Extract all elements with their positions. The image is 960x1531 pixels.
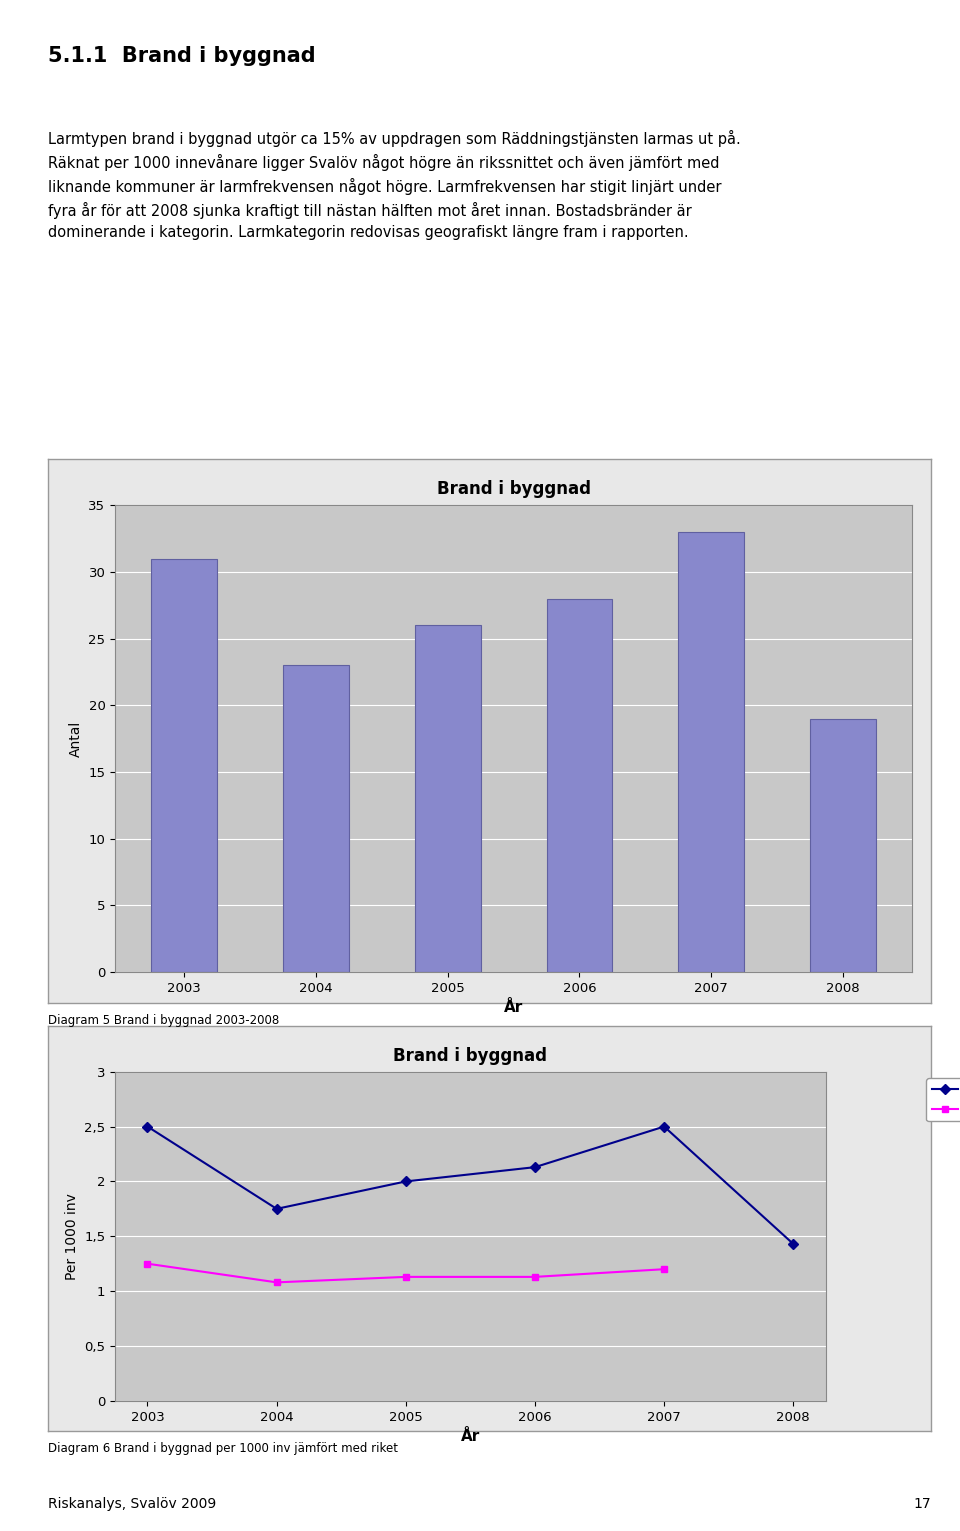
Bar: [415, 625, 481, 972]
Text: Larmtypen brand i byggnad utgör ca 15% av uppdragen som Räddningstjänsten larmas: Larmtypen brand i byggnad utgör ca 15% a…: [48, 130, 741, 240]
Svalöv: [142, 1118, 154, 1136]
Riket: [271, 1274, 282, 1292]
Title: Brand i byggnad: Brand i byggnad: [437, 481, 590, 498]
Title: Brand i byggnad: Brand i byggnad: [394, 1047, 547, 1064]
Line: Svalöv: Svalöv: [144, 1124, 797, 1248]
Svalöv: [529, 1157, 540, 1176]
Svalöv: [787, 1236, 799, 1254]
Y-axis label: Per 1000 inv: Per 1000 inv: [64, 1193, 79, 1280]
Bar: [152, 559, 217, 972]
Text: Diagram 5 Brand i byggnad 2003-2008: Diagram 5 Brand i byggnad 2003-2008: [48, 1014, 279, 1026]
Riket: [400, 1268, 412, 1286]
Svalöv: [659, 1118, 670, 1136]
Legend: Svalöv, Riket: Svalöv, Riket: [926, 1078, 960, 1121]
Text: Riskanalys, Svalöv 2009: Riskanalys, Svalöv 2009: [48, 1497, 216, 1511]
X-axis label: År: År: [504, 1000, 523, 1015]
Text: Diagram 6 Brand i byggnad per 1000 inv jämfört med riket: Diagram 6 Brand i byggnad per 1000 inv j…: [48, 1442, 398, 1454]
Riket: [529, 1268, 540, 1286]
Line: Riket: Riket: [144, 1260, 667, 1286]
Svalöv: [400, 1173, 412, 1191]
Y-axis label: Antal: Antal: [69, 721, 83, 756]
Bar: [678, 531, 744, 972]
Text: 17: 17: [914, 1497, 931, 1511]
Svalöv: [271, 1200, 282, 1219]
Text: 5.1.1  Brand i byggnad: 5.1.1 Brand i byggnad: [48, 46, 316, 66]
Riket: [659, 1260, 670, 1278]
Bar: [283, 666, 349, 972]
Bar: [810, 718, 876, 972]
X-axis label: År: År: [461, 1428, 480, 1444]
Riket: [142, 1254, 154, 1272]
Bar: [546, 599, 612, 972]
